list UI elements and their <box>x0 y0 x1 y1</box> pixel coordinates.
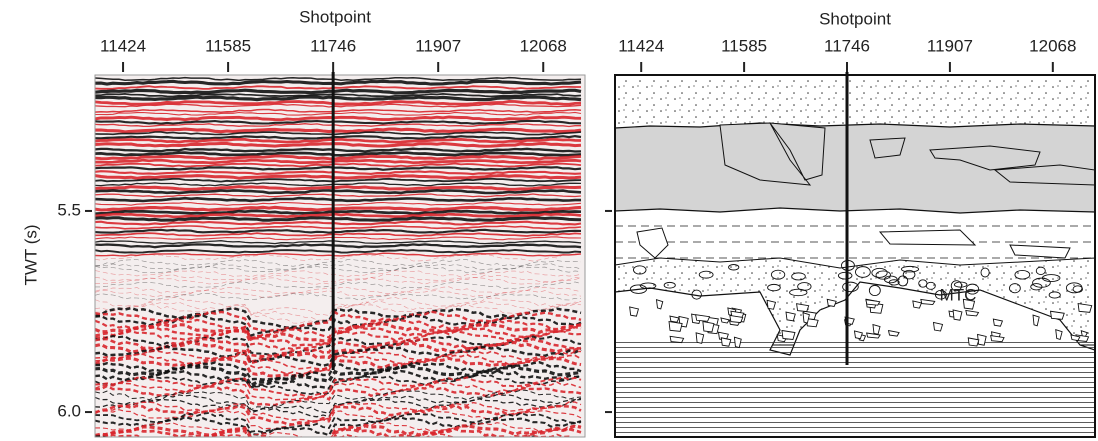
reflector <box>95 97 581 100</box>
x-tick-label: 11907 <box>415 36 461 55</box>
x-tick-label: 11746 <box>824 36 870 55</box>
block <box>703 322 714 332</box>
block <box>782 330 795 339</box>
block <box>933 322 942 331</box>
x-tick-label: 11424 <box>618 36 664 55</box>
block <box>1078 304 1092 313</box>
block <box>786 312 795 321</box>
x-axis-title: Shotpoint <box>299 7 371 26</box>
x-tick-label: 11585 <box>721 36 767 55</box>
x-tick-label: 11746 <box>310 36 356 55</box>
y-axis-title: TWT (s) <box>21 224 40 285</box>
x-tick-label: 11907 <box>927 36 973 55</box>
block <box>767 300 775 309</box>
block <box>630 307 639 316</box>
y-tick-label: 6.0 <box>57 402 81 421</box>
x-tick-label: 11585 <box>205 36 251 55</box>
block <box>953 310 962 320</box>
x-tick-label: 11424 <box>100 36 146 55</box>
block <box>721 338 731 346</box>
x-tick-label: 12068 <box>520 36 567 55</box>
seismic-section <box>95 75 585 441</box>
figure: Shotpoint Shotpoint TWT (s) 11424 11585 11… <box>0 0 1098 441</box>
x-axis-title: Shotpoint <box>819 9 891 28</box>
interpretation <box>615 75 1095 437</box>
x-tick-label: 12068 <box>1029 36 1076 55</box>
annotation: MTC <box>940 285 977 304</box>
block <box>669 322 682 332</box>
y-tick-label: 5.5 <box>57 200 81 219</box>
